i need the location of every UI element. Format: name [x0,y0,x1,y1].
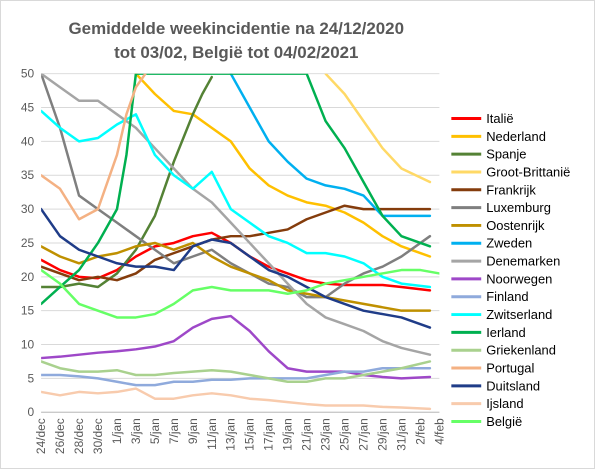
series-line-17 [41,268,440,319]
legend: Italië Nederland Spanje Groot-Brittanië Fran… [451,111,570,429]
x-tick-label: 30/dec [91,418,105,454]
x-tick-label: 5/jan [148,418,162,444]
y-tick-label: 5 [27,371,34,385]
series-line-7 [229,73,432,218]
series-line-8 [41,73,432,356]
x-tick-label: 31/jan [394,418,408,451]
series-line-3 [324,73,432,184]
legend-label: Groot-Brittanië [486,164,570,179]
x-tick-label: 19/jan [281,418,295,451]
y-tick-label: 50 [21,67,35,81]
x-tick-label: 11/jan [205,418,219,450]
legend-label: Ijsland [486,396,523,411]
x-tick-label: 15/jan [243,418,257,451]
x-tick-label: 7/jan [167,418,181,444]
series-line-10 [41,366,432,387]
legend-label: Ierland [486,325,526,340]
legend-label: Griekenland [486,343,556,358]
x-tick-label: 25/jan [338,418,352,451]
series-line-4 [41,204,432,282]
x-tick-label: 1/jan [110,418,124,444]
series-line-12 [41,73,432,306]
legend-label: Denemarken [486,254,560,269]
legend-label: Zweden [486,236,532,251]
y-tick-label: 25 [21,236,35,250]
y-tick-label: 0 [27,405,34,419]
y-tick-label: 20 [21,270,35,284]
x-tick-label: 29/jan [375,418,389,451]
legend-label: Noorwegen [486,271,552,286]
x-tick-label: 2/feb [413,418,427,445]
x-tick-label: 9/jan [186,418,200,444]
chart-subtitle: tot 03/02, België tot 04/02/2021 [114,43,358,62]
x-tick-label: 24/dec [34,418,48,454]
series-line-2 [41,75,214,289]
y-tick-label: 40 [21,134,35,148]
y-tick-label: 45 [21,101,35,115]
legend-label: Portugal [486,361,534,376]
gridlines [41,73,440,413]
series-line-9 [41,314,432,380]
x-tick-label: 13/jan [224,418,238,451]
y-tick-label: 35 [21,168,35,182]
series-line-15 [41,207,432,329]
legend-label: Spanje [486,147,526,162]
y-axis: 0 5 10 15 20 25 30 35 40 45 50 [21,67,35,420]
legend-label: Oostenrijk [486,218,545,233]
legend-label: Nederland [486,129,546,144]
y-tick-label: 10 [21,338,35,352]
legend-label: Finland [486,289,528,304]
series-line-6 [41,241,432,312]
chart-title: Gemiddelde weekincidentie na 24/12/2020 [69,19,404,38]
x-tick-label: 26/dec [53,418,67,454]
x-tick-label: 28/dec [72,418,86,454]
x-tick-label: 21/jan [300,418,314,451]
x-tick-label: 17/jan [262,418,276,451]
series-line-16 [41,387,432,411]
x-axis: 24/dec 26/dec 28/dec 30/dec 1/jan 3/jan 5/jan 7… [34,411,446,454]
y-tick-label: 30 [21,202,35,216]
y-tick-label: 15 [21,304,35,318]
series-line-13 [41,360,432,384]
x-tick-label: 3/jan [129,418,143,444]
x-tick-label: 4/feb [432,418,446,445]
legend-label: Luxemburg [486,200,551,215]
legend-label: Zwitserland [486,307,552,322]
legend-label: Italië [486,111,513,126]
legend-label: Frankrijk [486,182,536,197]
series-line-11 [41,109,432,289]
x-tick-label: 23/jan [319,418,333,451]
series-line-14 [41,73,147,221]
legend-label: België [486,414,522,429]
x-tick-label: 27/jan [357,418,371,451]
plot-area [41,73,440,411]
series-line-1 [134,73,432,258]
legend-label: Duitsland [486,378,540,393]
